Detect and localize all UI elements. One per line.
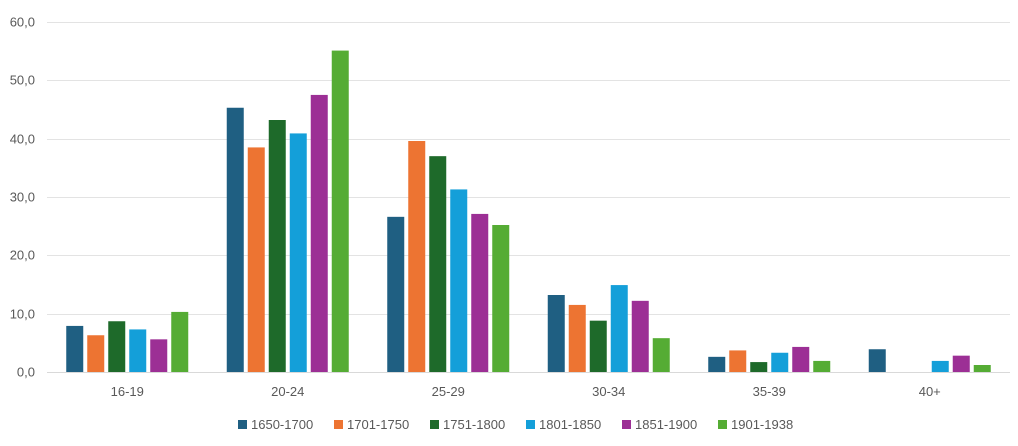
bar-16-19-1701-1750: [87, 335, 105, 372]
x-axis: 16-19 20-24 25-29 30-34 35-39 40+: [111, 384, 941, 399]
y-tick-label: 0,0: [17, 365, 35, 380]
gridlines: [47, 22, 1010, 373]
bar-40+-1901-1938: [973, 365, 991, 372]
legend-label: 1650-1700: [251, 417, 313, 432]
bar-35-39-1851-1900: [792, 346, 810, 372]
x-tick-label: 25-29: [432, 384, 465, 399]
y-tick-label: 40,0: [10, 132, 35, 147]
bar-25-29-1751-1800: [429, 156, 447, 372]
y-tick-label: 10,0: [10, 307, 35, 322]
bar-20-24-1801-1850: [289, 133, 307, 372]
bar-16-19-1650-1700: [66, 325, 84, 372]
legend-swatch: [430, 420, 439, 429]
bar-35-39-1701-1750: [729, 350, 747, 372]
bar-25-29-1701-1750: [408, 141, 426, 372]
bar-20-24-1751-1800: [268, 120, 286, 372]
legend: 1650-1700 1701-1750 1751-1800 1801-1850 1851…: [238, 417, 793, 432]
legend-swatch: [526, 420, 535, 429]
legend-swatch: [334, 420, 343, 429]
legend-label: 1751-1800: [443, 417, 505, 432]
bar-16-19-1751-1800: [108, 321, 126, 372]
bar-16-19-1801-1850: [129, 329, 147, 372]
bar-20-24-1701-1750: [247, 147, 265, 372]
x-tick-label: 35-39: [753, 384, 786, 399]
bar-16-19-1901-1938: [171, 311, 189, 372]
bar-35-39-1751-1800: [750, 362, 768, 372]
bar-35-39-1801-1850: [771, 352, 789, 372]
bar-30-34-1901-1938: [652, 338, 670, 372]
bar-25-29-1801-1850: [450, 189, 468, 372]
legend-swatch: [622, 420, 631, 429]
bar-25-29-1901-1938: [492, 225, 510, 372]
legend-label: 1851-1900: [635, 417, 697, 432]
x-tick-label: 40+: [919, 384, 941, 399]
y-axis: 0,0 10,0 20,0 30,0 40,0 50,0 60,0: [10, 15, 35, 380]
bar-40+-1650-1700: [868, 349, 886, 372]
y-tick-label: 30,0: [10, 190, 35, 205]
bar-20-24-1901-1938: [331, 50, 349, 372]
y-tick-label: 50,0: [10, 73, 35, 88]
bar-16-19-1851-1900: [150, 339, 168, 372]
bar-30-34-1650-1700: [547, 295, 565, 372]
legend-label: 1801-1850: [539, 417, 601, 432]
y-tick-label: 20,0: [10, 248, 35, 263]
x-tick-label: 30-34: [592, 384, 625, 399]
bar-25-29-1851-1900: [471, 213, 489, 372]
bar-30-34-1751-1800: [589, 320, 607, 372]
x-tick-label: 20-24: [271, 384, 304, 399]
bar-35-39-1650-1700: [708, 356, 726, 372]
legend-label: 1701-1750: [347, 417, 409, 432]
bar-20-24-1650-1700: [226, 107, 244, 372]
bar-40+-1851-1900: [952, 355, 970, 372]
bars: [66, 50, 991, 373]
bar-40+-1801-1850: [931, 360, 949, 372]
bar-30-34-1701-1750: [568, 304, 586, 372]
bar-30-34-1801-1850: [610, 285, 628, 372]
legend-label: 1901-1938: [731, 417, 793, 432]
bar-20-24-1851-1900: [310, 94, 328, 373]
bar-30-34-1851-1900: [631, 300, 649, 372]
bar-25-29-1650-1700: [387, 216, 405, 372]
x-tick-label: 16-19: [111, 384, 144, 399]
bar-35-39-1901-1938: [813, 360, 831, 372]
y-tick-label: 60,0: [10, 15, 35, 30]
legend-swatch: [238, 420, 247, 429]
legend-swatch: [718, 420, 727, 429]
